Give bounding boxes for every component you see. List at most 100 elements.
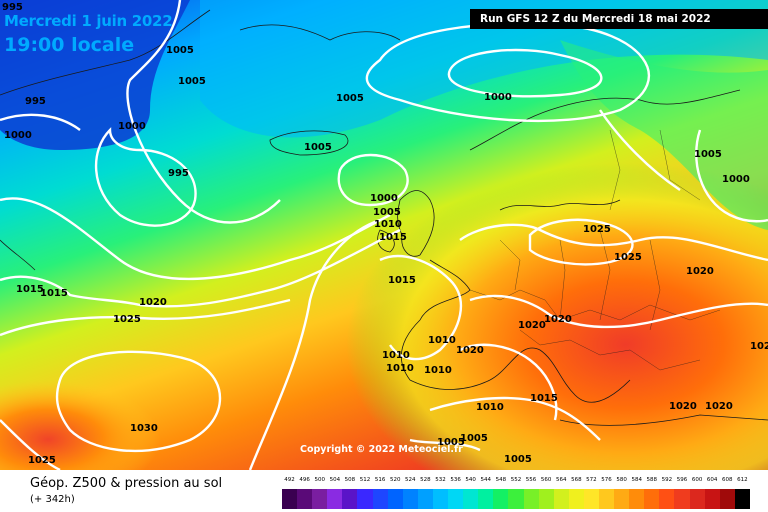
legend-value: 608 bbox=[722, 477, 733, 483]
isobar-label: 1020 bbox=[686, 266, 714, 277]
legend-swatch bbox=[674, 489, 690, 509]
legend-swatch bbox=[538, 489, 554, 509]
subtropical-high bbox=[0, 300, 320, 470]
legend-swatch bbox=[553, 489, 569, 509]
legend-swatch bbox=[523, 489, 539, 509]
legend-swatch bbox=[629, 489, 645, 509]
isobar-label: 1030 bbox=[130, 423, 158, 434]
legend-swatch bbox=[493, 489, 509, 509]
isobar-label: 1025 bbox=[614, 252, 642, 263]
legend-swatch bbox=[659, 489, 675, 509]
legend-swatch bbox=[734, 489, 750, 509]
color-legend: 492 496 500 504 508 512 516 520 524 528 532 536 540 5… bbox=[282, 477, 750, 509]
legend-value: 596 bbox=[676, 477, 688, 483]
isobar-label: 1020 bbox=[456, 345, 484, 356]
legend-swatch bbox=[478, 489, 494, 509]
isobar-label: 1005 bbox=[166, 45, 194, 56]
legend-value: 496 bbox=[299, 477, 310, 483]
copyright-notice: Copyright © 2022 Meteociel.fr bbox=[300, 444, 463, 455]
warm-ridge bbox=[260, 140, 768, 470]
legend-value: 544 bbox=[480, 477, 492, 483]
isobar-label: 1005 bbox=[460, 433, 488, 444]
isobar-label: 1025 bbox=[28, 455, 56, 466]
isobar-label: 1025 bbox=[113, 314, 141, 325]
forecast-time: 19:00 locale bbox=[4, 34, 135, 56]
legend-swatch bbox=[583, 489, 599, 509]
legend-value: 572 bbox=[586, 477, 597, 483]
legend-value: 548 bbox=[495, 477, 507, 483]
legend-value: 576 bbox=[601, 477, 612, 483]
legend-swatch bbox=[402, 489, 418, 509]
legend-value: 516 bbox=[374, 477, 386, 483]
isobars bbox=[0, 0, 768, 470]
legend-value: 588 bbox=[646, 477, 658, 483]
isobar-label: 1015 bbox=[388, 275, 416, 286]
legend-swatch bbox=[598, 489, 615, 509]
isobar-label: 1015 bbox=[530, 393, 558, 404]
legend-value: 536 bbox=[450, 477, 461, 483]
coastlines bbox=[0, 9, 768, 426]
legend-labels: 492 496 500 504 508 512 516 520 524 528 532 536 540 5… bbox=[282, 477, 750, 487]
cyan-band bbox=[200, 0, 768, 138]
borders bbox=[469, 129, 721, 371]
legend-swatch bbox=[568, 489, 584, 509]
isobar-label: 1005 bbox=[437, 437, 465, 448]
legend-swatch bbox=[432, 489, 449, 509]
legend-swatch bbox=[342, 489, 358, 509]
isobar-label: 1005 bbox=[336, 93, 364, 104]
legend-value: 508 bbox=[344, 477, 356, 483]
legend-swatch bbox=[357, 489, 373, 509]
legend-value: 612 bbox=[737, 477, 748, 483]
legend-swatch bbox=[463, 489, 479, 509]
isobar-label: 1010 bbox=[382, 350, 410, 361]
legend-value: 512 bbox=[359, 477, 371, 483]
legend-swatch bbox=[417, 489, 433, 509]
isobar-label: 1020 bbox=[139, 297, 167, 308]
isobar-label: 1010 bbox=[386, 363, 414, 374]
legend-swatch bbox=[508, 489, 524, 509]
isobar-label: 1020 bbox=[544, 314, 572, 325]
legend-value: 560 bbox=[540, 477, 552, 483]
legend-value: 520 bbox=[389, 477, 401, 483]
isobar-label: 1015 bbox=[379, 232, 407, 243]
legend-value: 552 bbox=[510, 477, 522, 483]
legend-swatch bbox=[387, 489, 403, 509]
model-run-banner: Run GFS 12 Z du Mercredi 18 mai 2022 bbox=[470, 9, 768, 29]
legend-value: 528 bbox=[420, 477, 431, 483]
legend-swatch bbox=[282, 489, 298, 509]
isobar-label: 1005 bbox=[694, 149, 722, 160]
legend-swatch bbox=[448, 489, 464, 509]
isobar-label: 1005 bbox=[373, 207, 401, 218]
green-band-ne bbox=[560, 40, 768, 230]
isobar-label: 1015 bbox=[16, 284, 44, 295]
legend-swatch bbox=[689, 489, 705, 509]
isobar-label: 1005 bbox=[304, 142, 332, 153]
isobar-label: 995 bbox=[168, 168, 189, 179]
isobar-label: 1025 bbox=[583, 224, 611, 235]
legend-value: 564 bbox=[555, 477, 567, 483]
map-title: Géop. Z500 & pression au sol bbox=[30, 476, 223, 491]
legend-swatch bbox=[372, 489, 388, 509]
legend-value: 540 bbox=[465, 477, 476, 483]
isobar-label: 1000 bbox=[118, 121, 146, 132]
legend-value: 592 bbox=[661, 477, 673, 483]
legend-value: 524 bbox=[405, 477, 416, 483]
legend-value: 500 bbox=[314, 477, 325, 483]
isobar-label: 1000 bbox=[484, 92, 512, 103]
legend-swatch bbox=[297, 489, 313, 509]
legend-swatch bbox=[327, 489, 343, 509]
isobar-labels: 995 1005 1005 995 1000 1000 1005 995 100… bbox=[2, 2, 768, 466]
isobar-label: 1010 bbox=[476, 402, 504, 413]
isobar-label: 1015 bbox=[40, 288, 68, 299]
isobar-label: 1020 bbox=[518, 320, 546, 331]
forecast-lead-time: (+ 342h) bbox=[30, 494, 75, 505]
legend-swatch bbox=[312, 489, 328, 509]
legend-value: 556 bbox=[525, 477, 537, 483]
isobar-label: 1010 bbox=[374, 219, 402, 230]
isobar-label: 1000 bbox=[4, 130, 32, 141]
legend-value: 600 bbox=[691, 477, 703, 483]
weather-map: 995 1005 1005 995 1000 1000 1005 995 100… bbox=[0, 0, 768, 470]
legend-value: 492 bbox=[284, 477, 295, 483]
isobar-label: 1010 bbox=[424, 365, 452, 376]
